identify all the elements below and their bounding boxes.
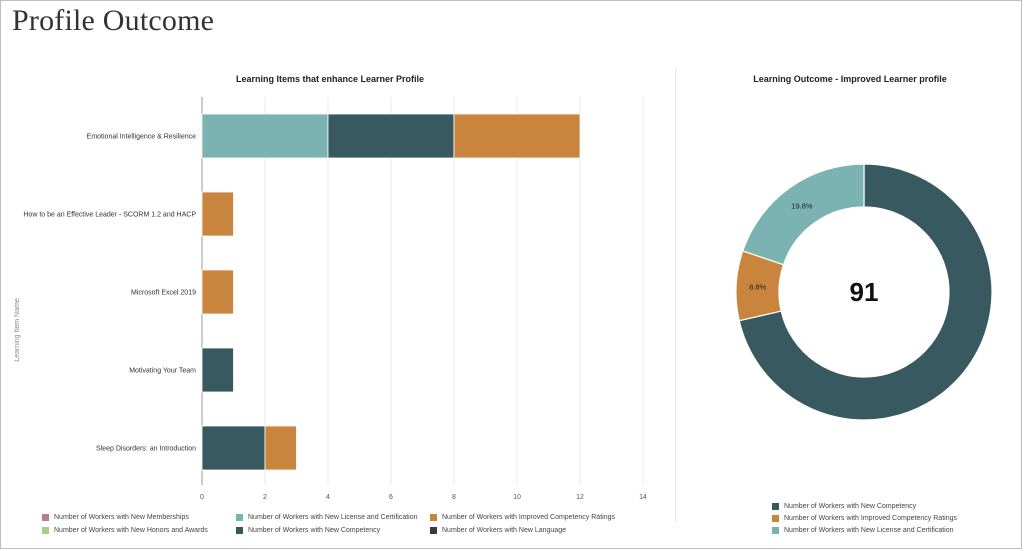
- bar-segment[interactable]: [201, 425, 266, 471]
- bar-chart-title: Learning Items that enhance Learner Prof…: [235, 74, 425, 84]
- legend-label: Number of Workers with New Honors and Aw…: [54, 527, 208, 534]
- legend-label: Number of Workers with Improved Competen…: [784, 515, 957, 522]
- donut-slice[interactable]: [738, 163, 993, 421]
- panel-divider: [675, 68, 676, 523]
- legend-swatch: [772, 527, 779, 534]
- bar-segment[interactable]: [201, 347, 234, 393]
- bar-segment[interactable]: [201, 113, 329, 159]
- legend-swatch: [42, 514, 49, 521]
- x-tick-label: 14: [639, 494, 647, 501]
- legend-label: Number of Workers with New Memberships: [54, 514, 189, 521]
- bar-segment[interactable]: [201, 269, 234, 315]
- legend-item[interactable]: Number of Workers with Improved Competen…: [772, 515, 957, 522]
- x-tick-label: 6: [389, 494, 393, 501]
- legend-label: Number of Workers with New Competency: [248, 527, 381, 534]
- legend-item[interactable]: Number of Workers with New Competency: [772, 503, 916, 510]
- x-tick-label: 4: [326, 494, 330, 501]
- legend-label: Number of Workers with New Competency: [784, 503, 917, 510]
- legend-label: Number of Workers with New License and C…: [784, 527, 954, 534]
- category-label: Motivating Your Team: [129, 368, 196, 375]
- legend-item[interactable]: Number of Workers with New Language: [430, 527, 566, 534]
- category-label: Microsoft Excel 2019: [131, 290, 196, 297]
- donut-chart: 71.4% 8.8% 19.8% 91: [735, 163, 993, 421]
- slice-label: 8.8%: [749, 283, 766, 292]
- bar-segment[interactable]: [264, 425, 297, 471]
- donut-chart-panel: Learning Outcome - Improved Learner prof…: [676, 62, 1024, 551]
- legend-label: Number of Workers with New License and C…: [248, 514, 418, 521]
- slice-label: 19.8%: [791, 201, 813, 210]
- category-label: Emotional Intelligence & Resilience: [87, 134, 196, 141]
- x-tick-label: 10: [513, 494, 521, 501]
- legend-label: Number of Workers with New Language: [442, 527, 566, 534]
- legend-item[interactable]: Number of Workers with New License and C…: [772, 527, 954, 534]
- donut-center-value: 91: [850, 277, 879, 307]
- legend-swatch: [430, 527, 437, 534]
- legend-label: Number of Workers with Improved Competen…: [442, 514, 615, 521]
- x-tick-label: 2: [263, 494, 267, 501]
- category-label: How to be an Effective Leader - SCORM 1.…: [23, 212, 196, 219]
- legend-item[interactable]: Number of Workers with New Memberships: [42, 514, 189, 521]
- legend-item[interactable]: Number of Workers with New License and C…: [236, 514, 418, 521]
- donut-chart-legend: Number of Workers with New Competency Nu…: [772, 503, 1022, 543]
- legend-item[interactable]: Number of Workers with New Honors and Aw…: [42, 527, 208, 534]
- donut-slice[interactable]: [742, 163, 865, 266]
- legend-swatch: [772, 503, 779, 510]
- x-tick-label: 0: [200, 494, 204, 501]
- legend-swatch: [236, 527, 243, 534]
- x-tick-label: 12: [576, 494, 584, 501]
- bar-chart: Learning Item Name Emotional Intelligenc…: [14, 97, 647, 501]
- page-title: Profile Outcome: [12, 4, 215, 37]
- slice-label: 71.4%: [960, 373, 982, 382]
- legend-swatch: [42, 527, 49, 534]
- bar-segment[interactable]: [327, 113, 455, 159]
- legend-swatch: [430, 514, 437, 521]
- bar-chart-panel: Learning Items that enhance Learner Prof…: [0, 62, 672, 551]
- category-label: Sleep Disorders: an Introduction: [96, 446, 196, 453]
- legend-item[interactable]: Number of Workers with Improved Competen…: [430, 514, 615, 521]
- y-axis-title: Learning Item Name: [14, 298, 21, 362]
- legend-swatch: [772, 515, 779, 522]
- x-tick-label: 8: [452, 494, 456, 501]
- donut-chart-title: Learning Outcome - Improved Learner prof…: [753, 74, 947, 84]
- bar-segment[interactable]: [453, 113, 581, 159]
- legend-item[interactable]: Number of Workers with New Competency: [236, 527, 380, 534]
- bar-segment[interactable]: [201, 191, 234, 237]
- bar-chart-legend: Number of Workers with New Memberships N…: [0, 514, 672, 544]
- legend-swatch: [236, 514, 243, 521]
